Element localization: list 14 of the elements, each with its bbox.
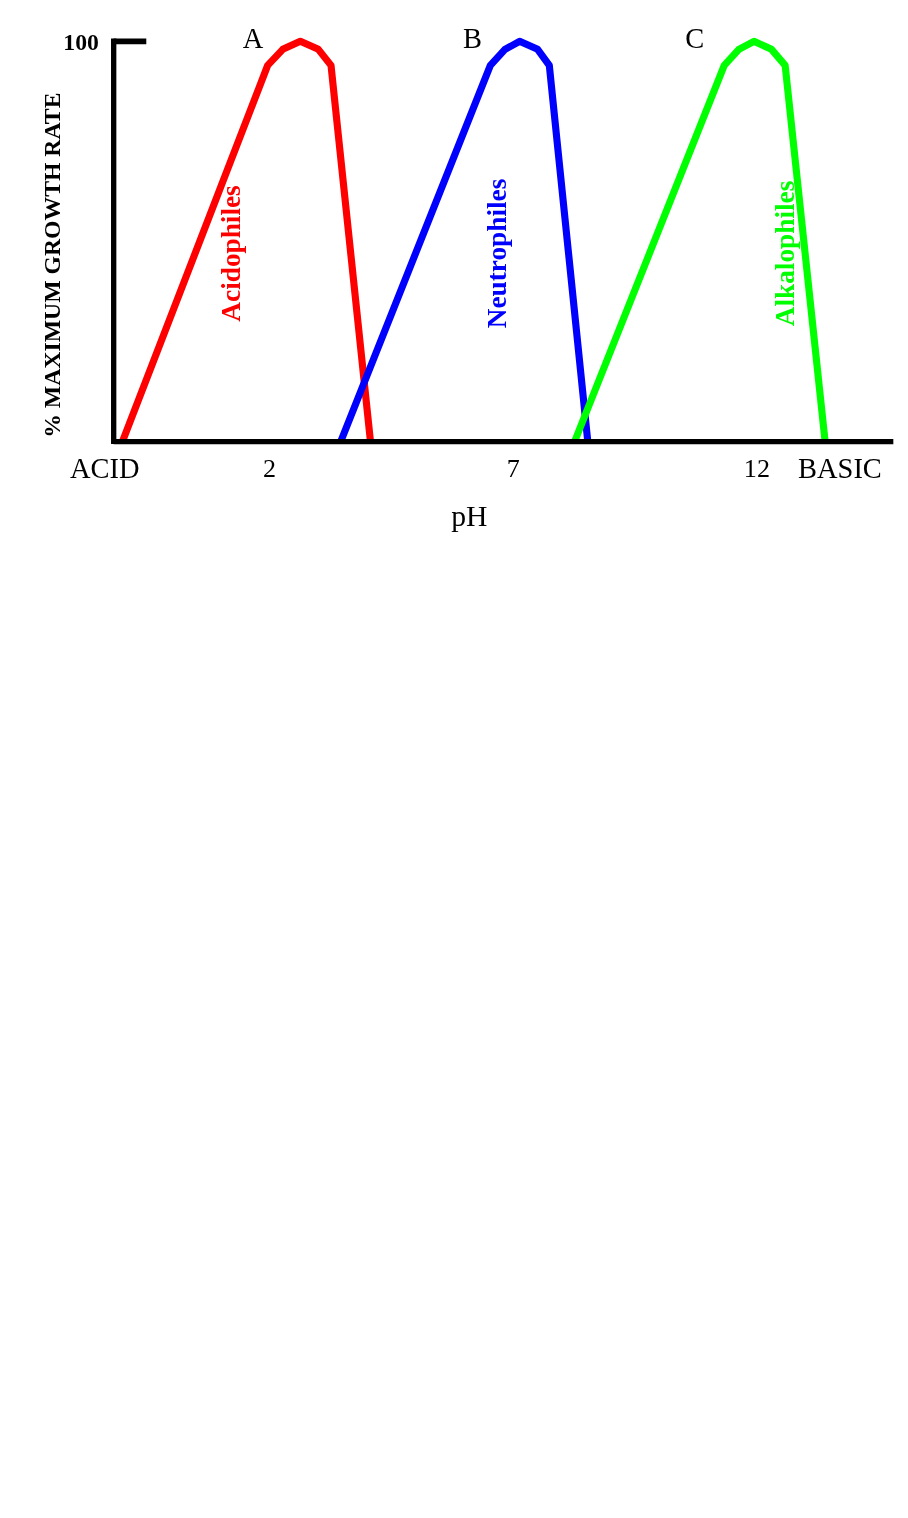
x-tick-label: 2 xyxy=(263,454,277,484)
text: Acidophiles xyxy=(215,185,246,322)
annotation: A xyxy=(242,23,264,55)
annotation: B xyxy=(462,23,482,55)
text: ACID xyxy=(70,453,140,485)
x-tick-label: 7 xyxy=(506,454,520,484)
text: BASIC xyxy=(798,453,882,485)
text: Neutrophiles xyxy=(482,178,513,329)
y-axis-title: % MAXIMUM GROWTH RATE xyxy=(39,92,66,438)
x-axis-title: pH xyxy=(451,499,488,532)
x-tick-label: 12 xyxy=(743,454,770,484)
text: 100 xyxy=(63,28,99,55)
annotation: C xyxy=(685,23,705,55)
text: Alkalophiles xyxy=(769,180,800,327)
